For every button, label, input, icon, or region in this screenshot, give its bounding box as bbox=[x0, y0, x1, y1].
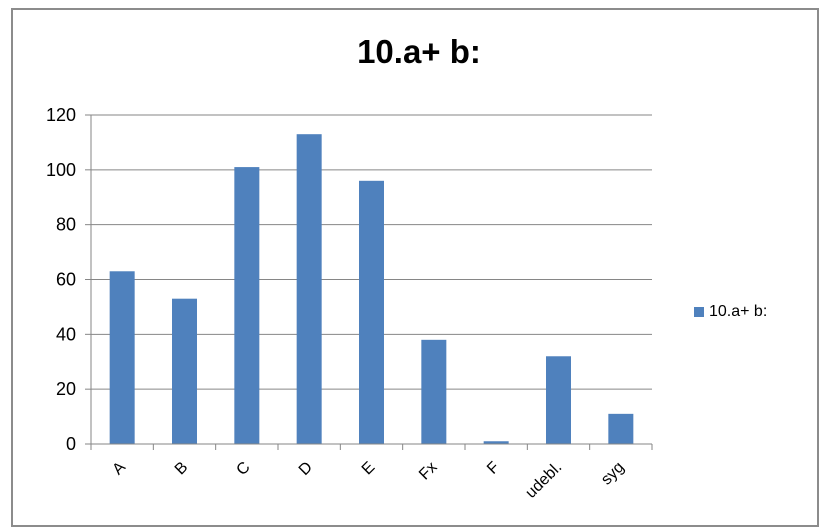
bar-syg bbox=[608, 413, 634, 444]
bar-e bbox=[359, 180, 384, 445]
bar-fx bbox=[421, 339, 447, 444]
bar-c bbox=[234, 167, 260, 444]
x-tick-label: Fx bbox=[416, 459, 441, 484]
chart-frame bbox=[11, 8, 819, 527]
y-tick-label: 120 bbox=[46, 105, 76, 125]
y-tick-label: 0 bbox=[66, 434, 76, 454]
x-tick-label: syg bbox=[598, 459, 628, 489]
bar-b bbox=[172, 298, 197, 444]
bar-udebl bbox=[546, 356, 571, 444]
x-tick-label: B bbox=[172, 459, 192, 479]
bars bbox=[109, 134, 634, 445]
x-tick-label: F bbox=[484, 459, 503, 478]
y-tick-label: 60 bbox=[56, 270, 76, 290]
x-tick-label: D bbox=[296, 459, 316, 479]
y-tick-label: 20 bbox=[56, 379, 76, 399]
x-tick-label: E bbox=[359, 459, 379, 479]
bar-d bbox=[296, 134, 322, 445]
axes bbox=[85, 114, 653, 450]
bar-f bbox=[483, 441, 509, 444]
y-tick-label: 40 bbox=[56, 324, 76, 344]
legend: 10.a+ b: bbox=[694, 303, 767, 321]
y-tick-label: 80 bbox=[56, 215, 76, 235]
x-tick-label: C bbox=[233, 459, 253, 479]
chart-title: 10.a+ b: bbox=[357, 33, 481, 70]
y-tick-labels: 0 20 40 60 80 100 120 bbox=[46, 105, 76, 454]
x-tick-label: udebl. bbox=[522, 459, 565, 502]
y-tick-label: 100 bbox=[46, 160, 76, 180]
x-tick-label: A bbox=[109, 459, 129, 479]
legend-label: 10.a+ b: bbox=[709, 303, 768, 320]
legend-swatch bbox=[694, 307, 704, 317]
bar-a bbox=[109, 271, 135, 444]
